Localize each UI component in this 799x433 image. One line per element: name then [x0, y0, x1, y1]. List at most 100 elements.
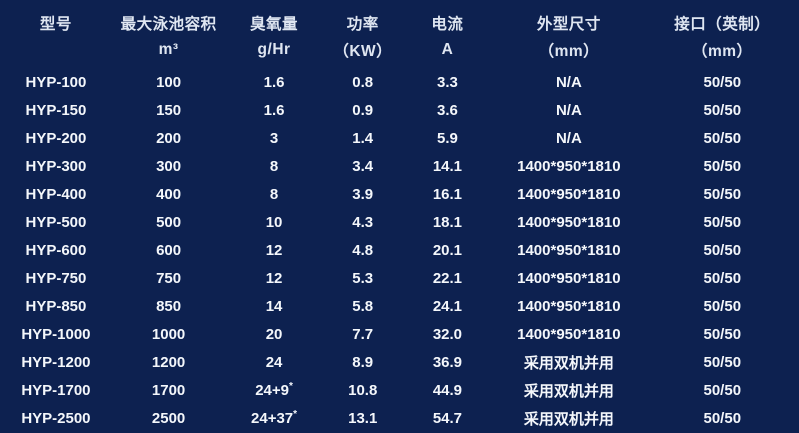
col-unit-power: （KW） [333, 42, 393, 60]
col-header-port: 接口（英制） [674, 15, 771, 33]
table-row: HYP-200 200 3 1.4 5.9 N/A 50/50 [0, 124, 799, 152]
table-row: HYP-300 300 8 3.4 14.1 1400*950*1810 50/50 [0, 152, 799, 180]
cell-ozone: 24 [265, 354, 283, 372]
table-row: HYP-500 500 10 4.3 18.1 1400*950*1810 50/50 [0, 208, 799, 236]
cell-port: 50/50 [703, 326, 742, 344]
cell-current: 24.1 [432, 298, 463, 316]
cell-volume: 2500 [151, 410, 186, 428]
cell-power: 1.4 [352, 129, 374, 147]
cell-volume: 850 [156, 298, 182, 316]
cell-port: 50/50 [703, 269, 742, 287]
table-row: HYP-150 150 1.6 0.9 3.6 N/A 50/50 [0, 96, 799, 124]
cell-ozone: 12 [265, 241, 283, 259]
cell-volume: 1000 [151, 326, 186, 344]
table-row: HYP-2500 2500 24+37* 13.1 54.7 采用双机并用 50/50 [0, 405, 799, 433]
cell-ozone: 24+37* [251, 409, 298, 428]
cell-model: HYP-750 [25, 269, 87, 287]
table-header: 型号 最大泳池容积 臭氧量 功率 电流 外型尺寸 接口（英制） m³ g/Hr … [0, 0, 799, 68]
table-row: HYP-1000 1000 20 7.7 32.0 1400*950*1810 50/50 [0, 321, 799, 349]
cell-model: HYP-200 [25, 129, 87, 147]
cell-model: HYP-1000 [21, 326, 91, 344]
cell-volume: 1700 [151, 382, 186, 400]
cell-model: HYP-2500 [21, 410, 91, 428]
cell-volume: 1200 [151, 354, 186, 372]
cell-current: 5.9 [436, 129, 458, 147]
cell-volume: 200 [156, 129, 182, 147]
cell-volume: 600 [156, 241, 182, 259]
cell-port: 50/50 [703, 129, 742, 147]
cell-size: 1400*950*1810 [517, 298, 621, 316]
cell-power: 5.8 [352, 298, 374, 316]
cell-ozone: 1.6 [263, 73, 285, 91]
cell-model: HYP-1700 [21, 382, 91, 400]
table-row: HYP-1200 1200 24 8.9 36.9 采用双机并用 50/50 [0, 349, 799, 377]
cell-power: 8.9 [352, 354, 374, 372]
cell-size: 采用双机并用 [523, 383, 614, 401]
col-unit-ozone: g/Hr [257, 40, 291, 58]
cell-size: 1400*950*1810 [517, 269, 621, 287]
cell-port: 50/50 [703, 185, 742, 203]
cell-current: 18.1 [432, 213, 463, 231]
cell-volume: 400 [156, 185, 182, 203]
col-unit-size: （mm） [538, 42, 600, 60]
col-unit-port: （mm） [691, 42, 753, 60]
cell-current: 32.0 [432, 326, 463, 344]
cell-volume: 750 [156, 269, 182, 287]
table-row: HYP-400 400 8 3.9 16.1 1400*950*1810 50/50 [0, 180, 799, 208]
col-header-ozone: 臭氧量 [250, 15, 299, 33]
cell-ozone: 24+9* [255, 381, 293, 400]
cell-power: 3.9 [352, 185, 374, 203]
col-unit-volume: m³ [158, 40, 179, 58]
cell-ozone: 8 [269, 157, 279, 175]
cell-model: HYP-150 [25, 101, 87, 119]
cell-model: HYP-600 [25, 241, 87, 259]
cell-current: 36.9 [432, 354, 463, 372]
cell-ozone: 14 [265, 298, 283, 316]
cell-size: 1400*950*1810 [517, 241, 621, 259]
cell-model: HYP-850 [25, 298, 87, 316]
cell-port: 50/50 [703, 73, 742, 91]
table-row: HYP-100 100 1.6 0.8 3.3 N/A 50/50 [0, 68, 799, 96]
table-body: HYP-100 100 1.6 0.8 3.3 N/A 50/50 HYP-150 150 1.6… [0, 68, 799, 433]
cell-port: 50/50 [703, 213, 742, 231]
cell-power: 0.9 [352, 101, 374, 119]
header-title-row: 型号 最大泳池容积 臭氧量 功率 电流 外型尺寸 接口（英制） [0, 0, 799, 37]
cell-model: HYP-1200 [21, 354, 91, 372]
cell-current: 3.3 [436, 73, 458, 91]
header-unit-row: m³ g/Hr （KW） A （mm） （mm） [0, 37, 799, 68]
cell-size: 1400*950*1810 [517, 213, 621, 231]
cell-port: 50/50 [703, 157, 742, 175]
cell-port: 50/50 [703, 354, 742, 372]
col-unit-model [0, 37, 112, 68]
cell-volume: 150 [156, 101, 182, 119]
cell-size: N/A [555, 101, 582, 119]
cell-ozone: 20 [265, 326, 283, 344]
cell-ozone: 8 [269, 185, 279, 203]
cell-current: 54.7 [432, 410, 463, 428]
cell-model: HYP-100 [25, 73, 87, 91]
cell-port: 50/50 [703, 298, 742, 316]
cell-port: 50/50 [703, 382, 742, 400]
cell-size: N/A [555, 129, 582, 147]
cell-current: 3.6 [436, 101, 458, 119]
cell-power: 4.3 [352, 213, 374, 231]
cell-current: 44.9 [432, 382, 463, 400]
col-header-power: 功率 [346, 15, 379, 33]
cell-volume: 300 [156, 157, 182, 175]
cell-ozone: 12 [265, 269, 283, 287]
table-row: HYP-850 850 14 5.8 24.1 1400*950*1810 50/50 [0, 293, 799, 321]
cell-port: 50/50 [703, 241, 742, 259]
cell-ozone: 10 [265, 213, 283, 231]
cell-ozone: 3 [269, 129, 279, 147]
cell-size: N/A [555, 73, 582, 91]
cell-current: 20.1 [432, 241, 463, 259]
cell-model: HYP-400 [25, 185, 87, 203]
cell-size: 1400*950*1810 [517, 326, 621, 344]
cell-power: 13.1 [348, 410, 378, 428]
cell-current: 16.1 [432, 185, 463, 203]
cell-power: 10.8 [348, 382, 378, 400]
cell-model: HYP-300 [25, 157, 87, 175]
table-row: HYP-750 750 12 5.3 22.1 1400*950*1810 50/50 [0, 264, 799, 292]
